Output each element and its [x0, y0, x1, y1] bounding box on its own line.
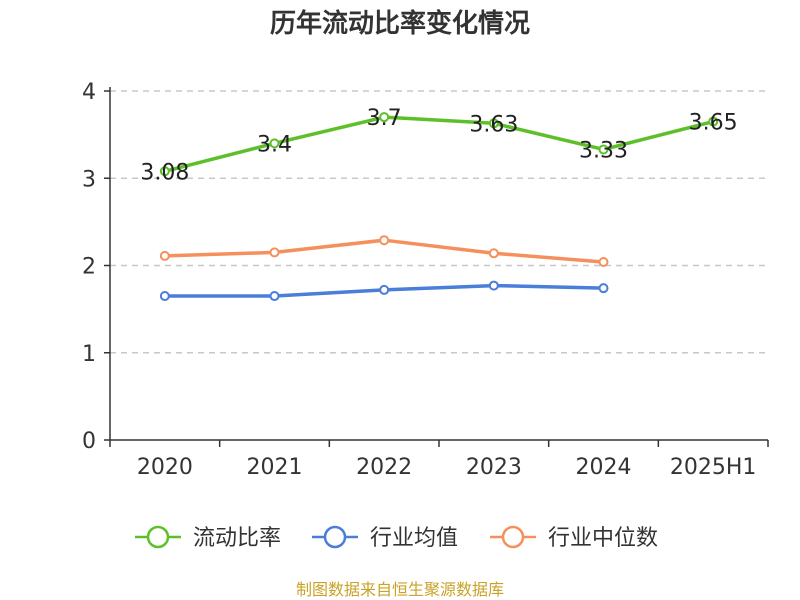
legend-label: 行业均值	[370, 526, 458, 551]
data-point	[488, 248, 499, 259]
data-label: 3.33	[579, 138, 628, 163]
axes: 0 1 2 3 4 2020 2021 2022 2023 2024 2025H1	[82, 80, 769, 480]
data-label: 3.7	[367, 106, 402, 131]
legend-marker	[501, 525, 525, 549]
y-tick-label: 2	[82, 255, 96, 280]
data-point	[379, 284, 390, 295]
series-lines	[159, 112, 719, 302]
data-point	[598, 257, 609, 268]
data-point	[159, 250, 170, 261]
data-point	[488, 118, 499, 129]
data-label: 3.4	[257, 132, 292, 157]
legend-marker	[323, 525, 347, 549]
series-line	[164, 115, 714, 173]
data-point	[708, 116, 719, 127]
x-tick-label: 2025H1	[670, 455, 757, 480]
data-point	[379, 112, 390, 123]
y-tick-label: 4	[82, 80, 96, 105]
legend-label: 行业中位数	[548, 526, 658, 551]
data-point	[488, 280, 499, 291]
data-label: 3.63	[469, 112, 518, 137]
chart-title: 历年流动比率变化情况	[270, 8, 530, 39]
data-point	[379, 235, 390, 246]
legend-label: 流动比率	[193, 526, 281, 551]
data-point	[598, 283, 609, 294]
x-tick-label: 2023	[466, 455, 522, 480]
x-tick-label: 2024	[576, 455, 632, 480]
data-point	[598, 144, 609, 155]
data-point	[159, 291, 170, 302]
grid-lines	[110, 90, 768, 354]
y-tick-label: 1	[82, 342, 96, 367]
y-tick-label: 0	[82, 429, 96, 454]
data-label: 3.08	[140, 160, 189, 185]
data-point	[269, 247, 280, 258]
x-tick-label: 2021	[247, 455, 303, 480]
data-labels: 3.08 3.4 3.7 3.63 3.33 3.65	[140, 106, 737, 185]
data-point	[269, 291, 280, 302]
legend-marker	[146, 525, 170, 549]
data-point	[159, 166, 170, 177]
x-tick-label: 2020	[137, 455, 193, 480]
legend: 流动比率 行业均值 行业中位数	[135, 525, 658, 551]
y-tick-label: 3	[82, 167, 96, 192]
source-note: 制图数据来自恒生聚源数据库	[296, 580, 504, 599]
data-label: 3.65	[689, 111, 738, 136]
data-point	[269, 138, 280, 149]
x-tick-label: 2022	[356, 455, 412, 480]
